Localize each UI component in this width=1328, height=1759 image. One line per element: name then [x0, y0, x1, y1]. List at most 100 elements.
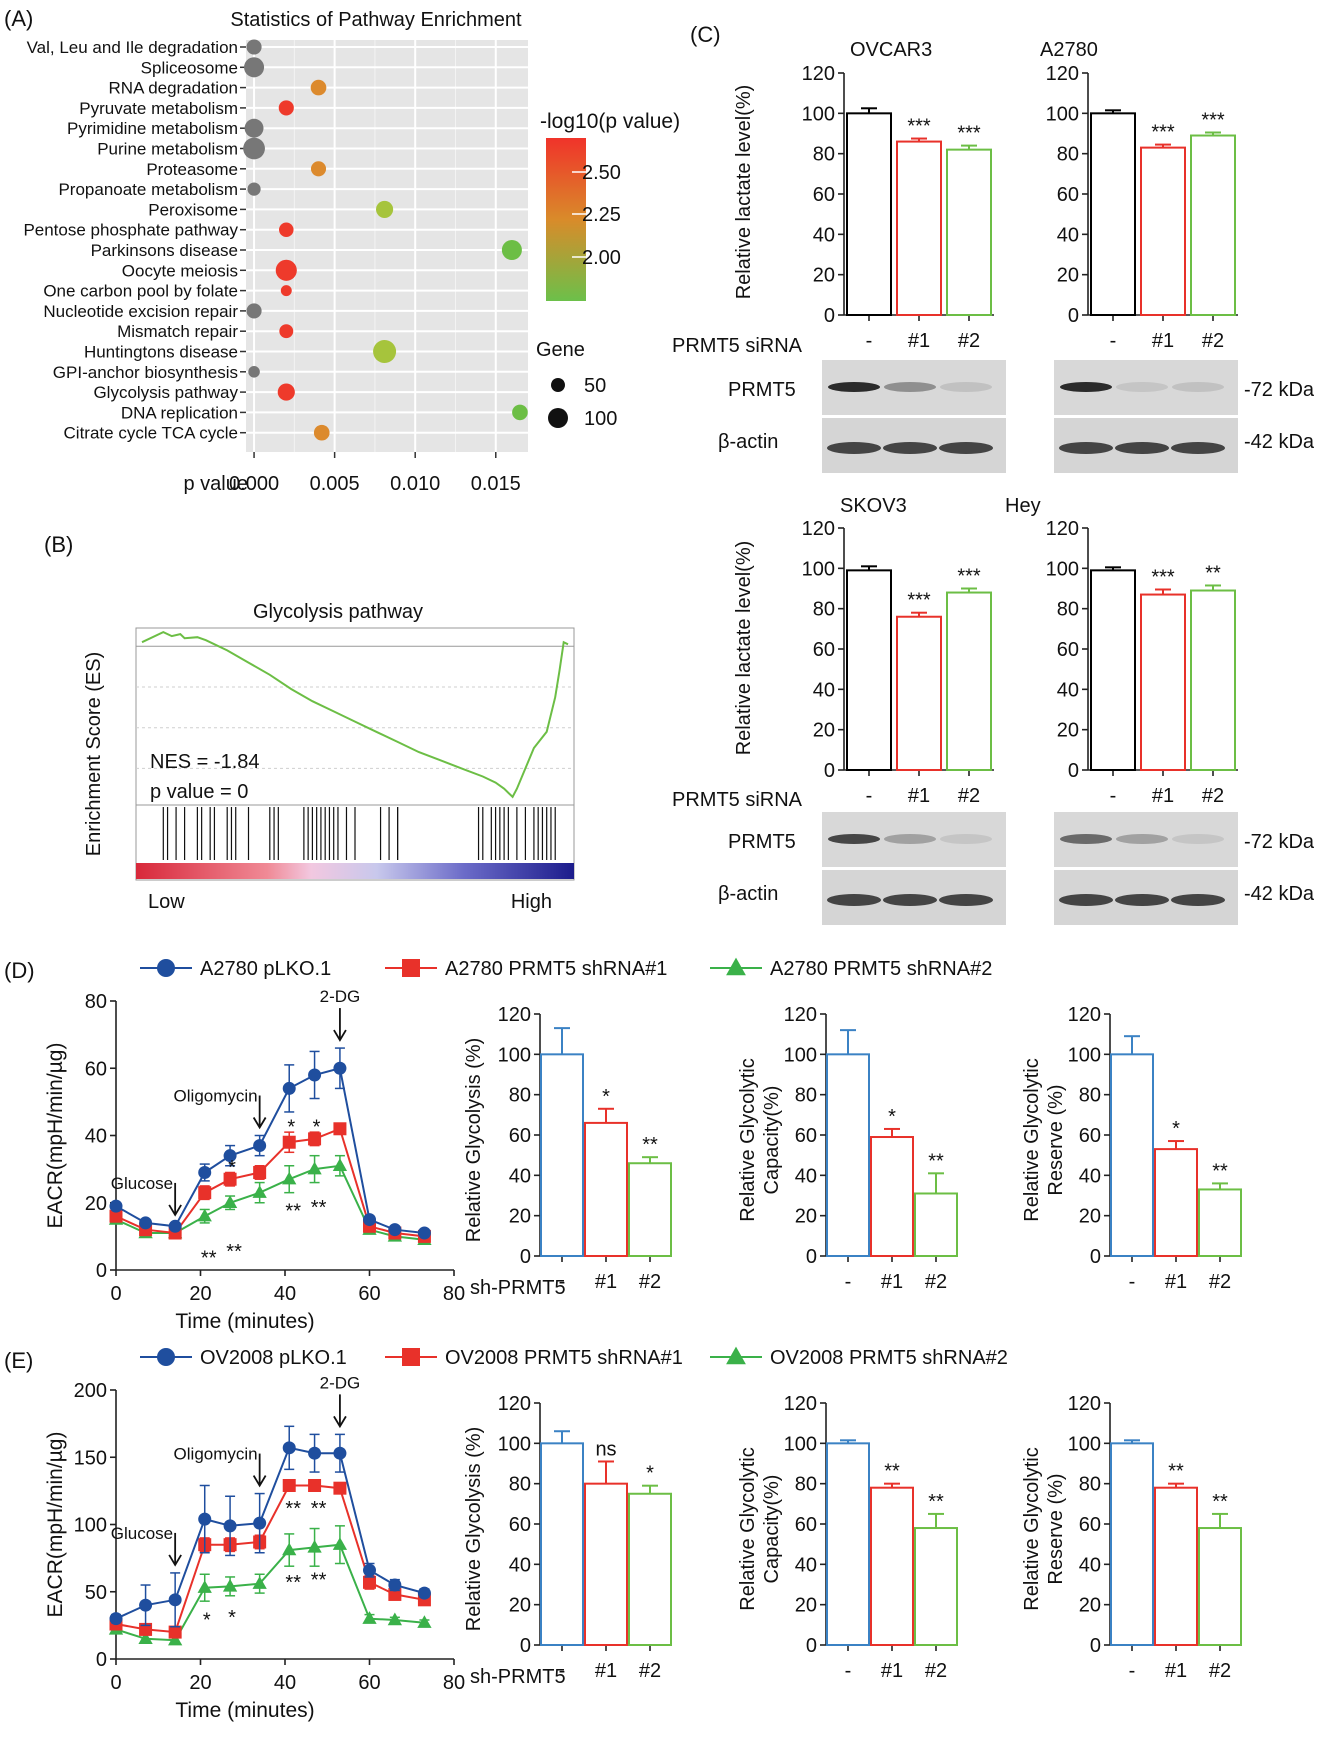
panel-c-bar [846, 569, 892, 771]
panel-e-bar-ylabel: Relative Glycolytic [737, 1447, 759, 1610]
panel-a-point [310, 79, 327, 96]
panel-d-bar-ylabel: Relative Glycolysis (%) [463, 1038, 485, 1242]
panel-e-bars-bar [1110, 1442, 1154, 1647]
panel-e-bar-ylabel: Relative Glycolytic [1021, 1447, 1043, 1610]
panel-e-point [362, 1611, 377, 1624]
panel-c-category-label: - [1110, 330, 1117, 352]
panel-c-ytick-label: 120 [1046, 63, 1079, 85]
panel-d-point [222, 1195, 238, 1208]
panel-a-point [376, 200, 394, 218]
kda-42-top: -42 kDa [1244, 431, 1315, 453]
panel-e-bars-bar [540, 1442, 584, 1647]
panel-e-ytick-label: 50 [85, 1582, 107, 1604]
panel-d-bars-bar [826, 1053, 870, 1258]
panel-c-category-label: #1 [908, 785, 930, 807]
panel-d-bars-ytick-label: 60 [1079, 1125, 1101, 1147]
panel-e-bars-ytick-label: 80 [1079, 1474, 1101, 1496]
panel-e-bars-bar [628, 1492, 672, 1646]
blot-band-prmt5 [1116, 382, 1168, 392]
panel-a-size-legend-100: 100 [584, 408, 617, 430]
panel-d-bars-category-label: #1 [595, 1271, 617, 1293]
panel-c-category-label: - [866, 785, 873, 807]
panel-d-bars-category-label: #2 [639, 1271, 661, 1293]
panel-e-point [138, 1631, 153, 1645]
panel-d-bars-category-label: - [845, 1271, 852, 1293]
panel-d-point [332, 1158, 348, 1171]
panel-e-xlabel: Time (minutes) [175, 1699, 314, 1722]
blot-band-actin [1115, 442, 1169, 454]
panel-c-category-label: #1 [1152, 785, 1174, 807]
panel-e-legend-marker [157, 1348, 175, 1366]
panel-e-bars-bar [914, 1527, 958, 1646]
panel-a-row-label: Glycolysis pathway [93, 383, 238, 402]
panel-c-category-label: #2 [1202, 785, 1224, 807]
panel-a-row-label: Peroxisome [148, 200, 238, 219]
panel-a-point [244, 57, 265, 78]
panel-d-point [388, 1223, 402, 1237]
panel-c-ytick-label: 20 [1057, 720, 1079, 742]
panel-c-ytick-label: 80 [813, 599, 835, 621]
panel-d-bars-ytick-label: 120 [1068, 1004, 1101, 1026]
panel-e-point [307, 1539, 322, 1553]
panel-c-ytick-label: 60 [1057, 184, 1079, 206]
panel-e-bars-bar [870, 1486, 914, 1646]
panel-c-cellline-title: Hey [1005, 495, 1041, 517]
panel-b-pvalue: p value = 0 [150, 781, 248, 803]
panel-c-ylabel-top: Relative lactate level(%) [733, 85, 755, 300]
panel-a-row-label: Propanoate metabolism [58, 180, 238, 199]
panel-e-bars-category-label: #1 [595, 1660, 617, 1682]
panel-c-ytick-label: 20 [813, 265, 835, 287]
blot-band-actin [1059, 894, 1113, 906]
panel-a-size-legend-50: 50 [584, 375, 606, 397]
panel-e-bars-ytick-label: 40 [1079, 1554, 1101, 1576]
panel-d-arrow-head [333, 1029, 347, 1042]
blot-band-prmt5 [884, 382, 936, 392]
panel-e-point [332, 1537, 348, 1550]
panel-d-point [197, 1208, 212, 1222]
panel-e-point [197, 1580, 212, 1593]
panel-e-bars-bar [584, 1482, 628, 1646]
panel-d-bars-ytick-label: 0 [806, 1246, 817, 1268]
panel-c-ytick-label: 80 [813, 144, 835, 166]
panel-e-legend-marker [726, 1346, 746, 1365]
panel-d-point [109, 1199, 123, 1213]
panel-e-point [139, 1598, 153, 1612]
panel-a-point [280, 285, 292, 297]
panel-e-bars-category-label: #2 [1209, 1660, 1231, 1682]
panel-c-bar [946, 148, 992, 316]
blot-band-actin [939, 894, 993, 906]
panel-a-xtick-label: 0.000 [229, 473, 279, 495]
panel-d-point [417, 1226, 431, 1240]
blot-band-prmt5 [940, 834, 992, 844]
panel-e-point [139, 1622, 153, 1636]
panel-a-title: Statistics of Pathway Enrichment [230, 9, 522, 31]
panel-d-point [198, 1186, 212, 1200]
panel-a-x-axis: 0.000 0.005 0.010 0.015 [229, 452, 521, 495]
blot-band-actin [827, 894, 881, 906]
panel-d-bars-ytick-label: 0 [1090, 1246, 1101, 1268]
panel-a-row-label: Val, Leu and Ile degradation [27, 38, 238, 57]
panel-c-ytick-label: 20 [1057, 265, 1079, 287]
panel-a-row-label: Spliceosome [141, 58, 238, 77]
panel-e-bar-ylabel: Reserve (%) [1045, 1473, 1067, 1584]
panel-a-color-tick-label: 2.50 [582, 162, 621, 184]
panel-e-bars-significance: ns [595, 1438, 616, 1460]
panel-e-bars-category-label: - [1129, 1660, 1136, 1682]
panel-e-arrow-head [252, 1475, 267, 1488]
panel-a-point [244, 118, 264, 138]
panel-e-bars-ytick-label: 100 [784, 1433, 817, 1455]
panel-d-bars-ytick-label: 0 [520, 1246, 531, 1268]
panel-label-c: (C) [690, 22, 721, 47]
kda-42-bottom: -42 kDa [1244, 883, 1315, 905]
panel-d-bar-ylabel: Reserve (%) [1045, 1084, 1067, 1195]
panel-d-bars-category-label: - [559, 1271, 566, 1293]
panel-e-bars-ytick-label: 60 [1079, 1514, 1101, 1536]
panel-c-category-label: - [866, 330, 873, 352]
panel-d-bars-bar [540, 1053, 584, 1258]
panel-c-category-label: - [1110, 785, 1117, 807]
panel-d-point [333, 1122, 347, 1136]
panel-b-grid [136, 645, 574, 769]
panel-a-point [279, 222, 294, 237]
panel-e-bar-chart-1: 0 20 40 60 80 100 120 - ns #1 * #2 Relative Glycolys… [463, 1393, 672, 1682]
panel-d-point [168, 1219, 182, 1233]
